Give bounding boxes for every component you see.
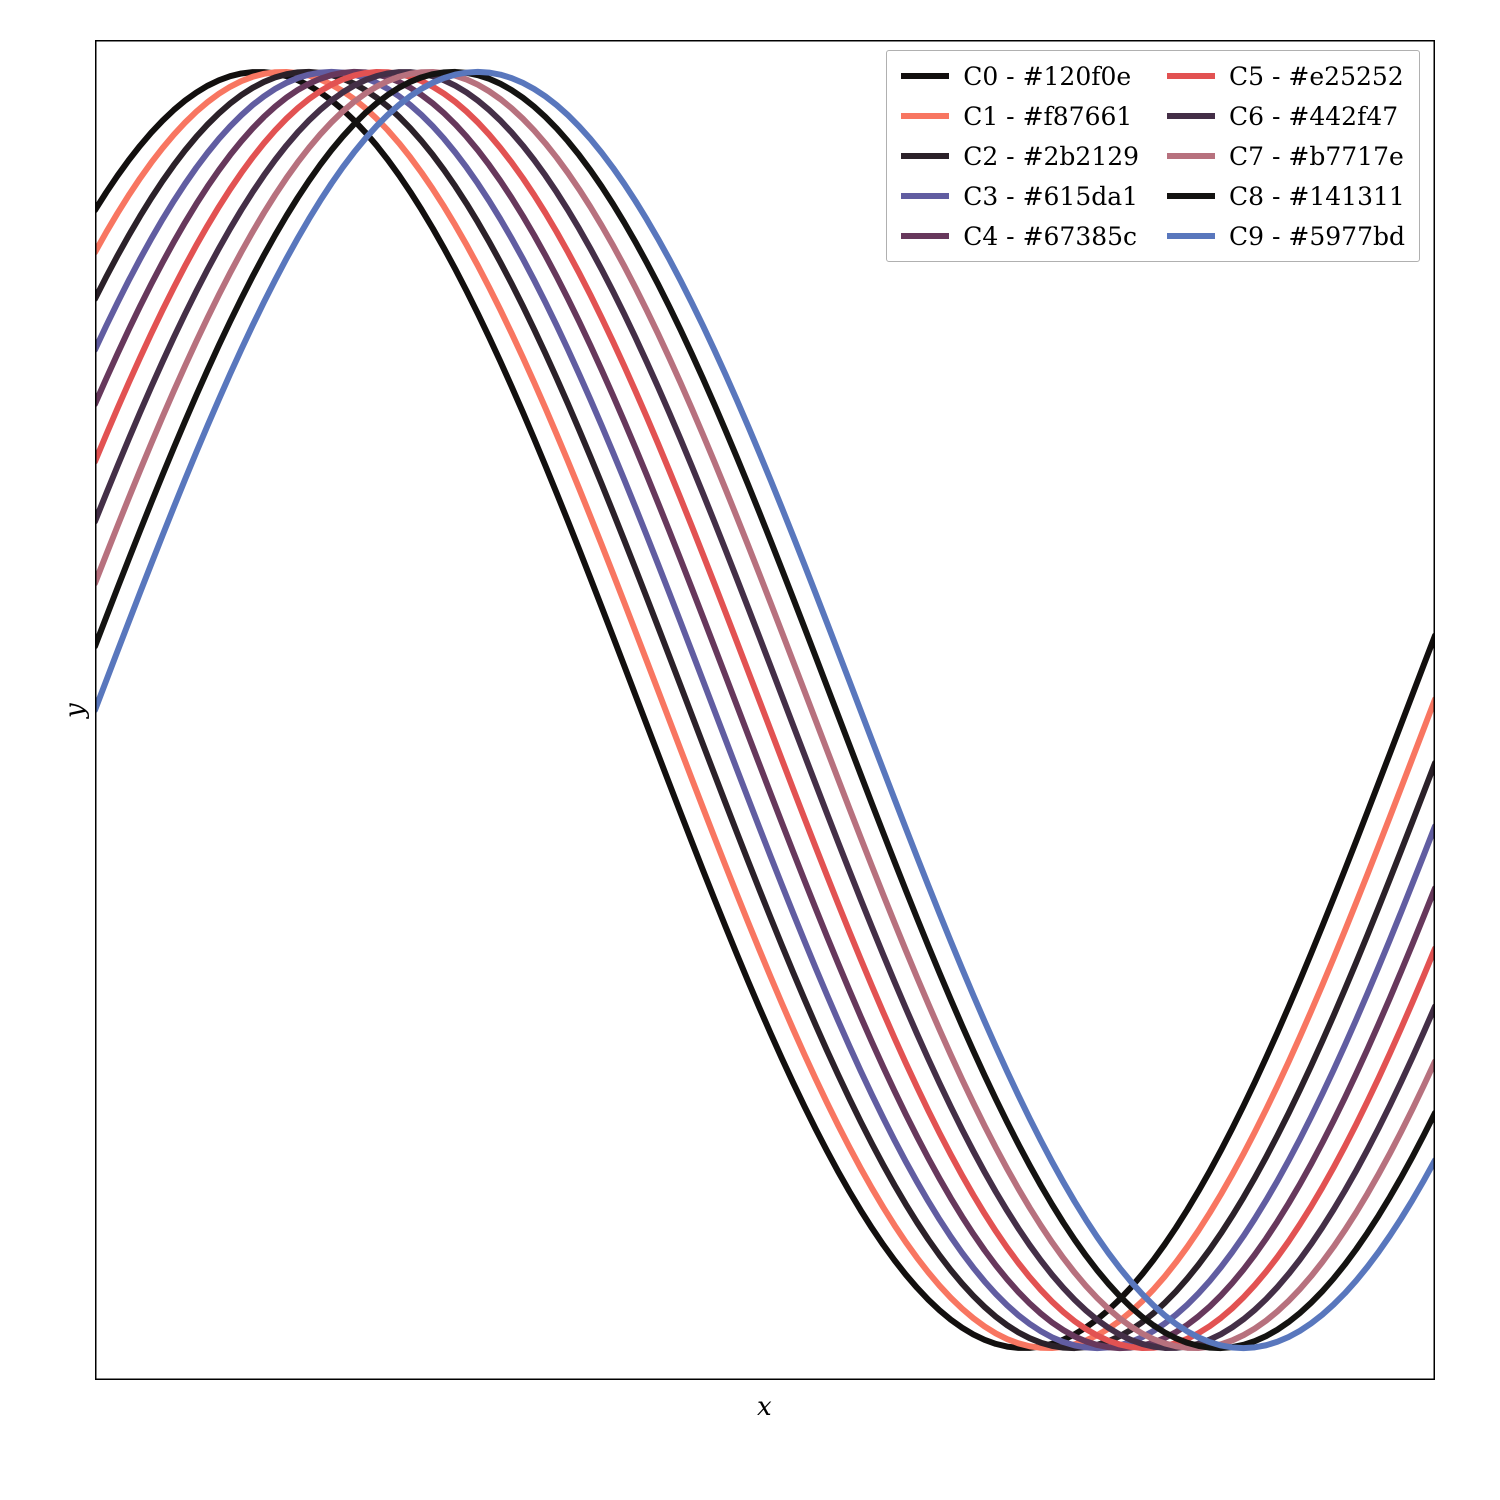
legend-item-C6: C6 - #442f47 (1167, 99, 1405, 133)
legend-item-C9: C9 - #5977bd (1167, 219, 1405, 253)
legend-swatch-C4 (901, 233, 949, 239)
legend-item-C1: C1 - #f87661 (901, 99, 1139, 133)
figure: C0 - #120f0e C1 - #f87661 C2 - #2b2129 C3 -… (0, 0, 1500, 1500)
legend-swatch-C8 (1167, 193, 1215, 199)
legend-item-C8: C8 - #141311 (1167, 179, 1405, 213)
legend-label-C6: C6 - #442f47 (1229, 102, 1398, 131)
legend-label-C5: C5 - #e25252 (1229, 62, 1404, 91)
legend-label-C1: C1 - #f87661 (963, 102, 1132, 131)
legend-swatch-C1 (901, 113, 949, 119)
series-line-C5 (95, 72, 1435, 1348)
legend-column: C0 - #120f0e C1 - #f87661 C2 - #2b2129 C3 -… (901, 59, 1139, 253)
legend: C0 - #120f0e C1 - #f87661 C2 - #2b2129 C3 -… (886, 50, 1420, 262)
legend-item-C5: C5 - #e25252 (1167, 59, 1405, 93)
legend-label-C9: C9 - #5977bd (1229, 222, 1405, 251)
legend-swatch-C9 (1167, 233, 1215, 239)
legend-column: C5 - #e25252 C6 - #442f47 C7 - #b7717e C8 -… (1167, 59, 1405, 253)
legend-label-C8: C8 - #141311 (1229, 182, 1405, 211)
legend-item-C3: C3 - #615da1 (901, 179, 1139, 213)
legend-swatch-C3 (901, 193, 949, 199)
legend-label-C2: C2 - #2b2129 (963, 142, 1139, 171)
legend-label-C0: C0 - #120f0e (963, 62, 1131, 91)
legend-swatch-C2 (901, 153, 949, 159)
legend-label-C3: C3 - #615da1 (963, 182, 1138, 211)
legend-swatch-C6 (1167, 113, 1215, 119)
legend-swatch-C7 (1167, 153, 1215, 159)
plot-area: C0 - #120f0e C1 - #f87661 C2 - #2b2129 C3 -… (95, 40, 1435, 1380)
y-axis-label: y (60, 703, 90, 718)
legend-item-C2: C2 - #2b2129 (901, 139, 1139, 173)
legend-item-C7: C7 - #b7717e (1167, 139, 1405, 173)
legend-swatch-C0 (901, 73, 949, 79)
legend-swatch-C5 (1167, 73, 1215, 79)
legend-item-C0: C0 - #120f0e (901, 59, 1139, 93)
x-axis-label: x (757, 1392, 772, 1422)
legend-item-C4: C4 - #67385c (901, 219, 1139, 253)
legend-label-C4: C4 - #67385c (963, 222, 1137, 251)
legend-label-C7: C7 - #b7717e (1229, 142, 1404, 171)
